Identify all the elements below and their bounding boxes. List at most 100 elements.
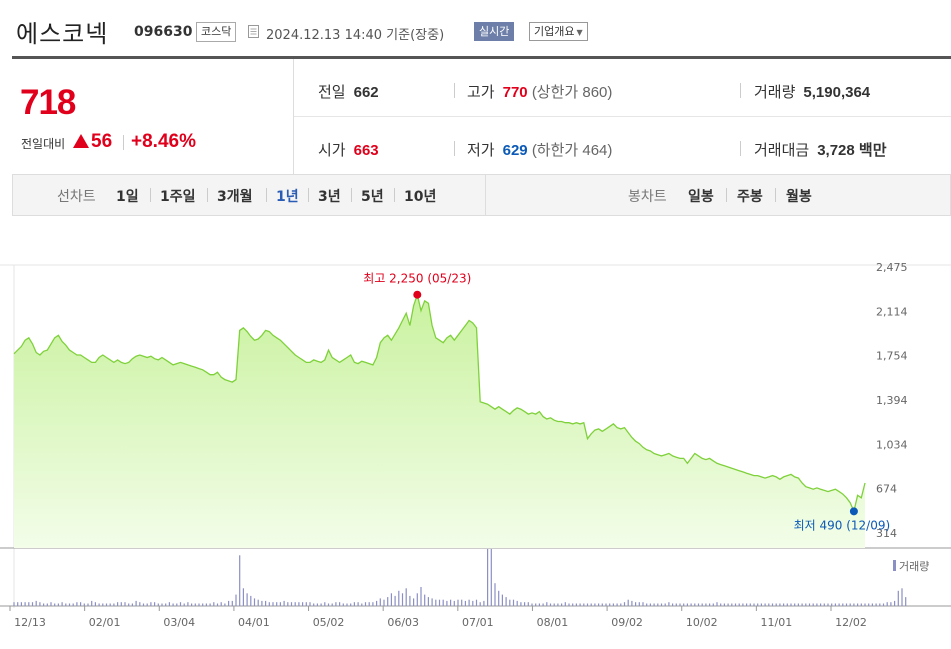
volume-bar <box>94 602 96 606</box>
volume-bar <box>72 603 74 606</box>
volume-bar <box>202 603 204 606</box>
volume-bar <box>187 602 189 606</box>
volume-bar <box>139 602 141 606</box>
volume-bar <box>57 603 59 606</box>
volume-bar <box>205 603 207 606</box>
volume-bar <box>390 593 392 606</box>
volume-bar <box>257 599 259 606</box>
divider <box>150 188 151 202</box>
volume-bar <box>649 603 651 606</box>
candle-weekly[interactable]: 주봉 <box>737 189 763 205</box>
volume-bar <box>342 603 344 606</box>
volume-bar <box>124 602 126 606</box>
period-10y[interactable]: 10년 <box>404 189 437 205</box>
volume-bar <box>416 593 418 606</box>
min-point <box>849 507 858 516</box>
volume-bar <box>117 602 119 606</box>
up-triangle-icon <box>73 134 89 148</box>
period-1w[interactable]: 1주일 <box>160 189 196 205</box>
current-price-box: 718 전일대비 56 +8.46% <box>12 59 294 174</box>
period-1d[interactable]: 1일 <box>116 189 139 205</box>
volume-bar <box>179 602 182 606</box>
volume-bar <box>146 603 148 606</box>
volume-bar <box>213 602 215 606</box>
volume-bar <box>113 603 115 606</box>
volume-bar <box>609 603 611 606</box>
volume-bar <box>716 602 718 606</box>
volume-bar <box>220 602 222 606</box>
volume-bar <box>357 602 359 606</box>
volume-bar <box>720 603 722 606</box>
volume-bar <box>561 603 563 606</box>
volume-bar <box>612 603 614 606</box>
volume-bar <box>568 603 570 606</box>
volume-bar <box>339 602 341 606</box>
y-tick-label: 674 <box>876 483 897 496</box>
volume-bar <box>457 599 459 606</box>
candle-daily[interactable]: 일봉 <box>688 189 714 205</box>
current-price: 718 <box>20 83 76 122</box>
volume-bar <box>135 600 137 606</box>
period-3y[interactable]: 3년 <box>318 189 341 205</box>
divider <box>123 135 124 150</box>
price-chart-svg: 2,475 2,114 1,754 1,394 1,034 674 314 최고 2,250 … <box>0 261 951 629</box>
volume-bar <box>61 602 63 606</box>
y-tick-label: 1,394 <box>876 394 908 407</box>
volume-bar <box>102 603 104 606</box>
volume-bar <box>668 602 670 606</box>
volume-bar <box>897 590 899 606</box>
x-tick-label: 12/13 <box>14 616 46 629</box>
volume-bar <box>501 594 503 606</box>
volume-bar <box>142 603 145 606</box>
candle-monthly[interactable]: 월봉 <box>786 189 812 205</box>
volume-bar <box>542 603 544 606</box>
y-tick-label: 1,034 <box>876 438 908 451</box>
price-chart: 2,475 2,114 1,754 1,394 1,034 674 314 최고 2,250 … <box>0 214 951 649</box>
volume-bar <box>461 599 463 606</box>
volume-bar <box>268 602 270 606</box>
volume-bar <box>805 603 807 606</box>
volume-bar <box>46 603 48 606</box>
price-line <box>13 292 866 514</box>
volume-bar <box>35 600 37 606</box>
volume-bar <box>276 602 278 606</box>
volume-bar <box>675 603 677 606</box>
realtime-button[interactable]: 실시간 <box>474 22 515 41</box>
volume-bar <box>364 602 367 606</box>
volume-bar <box>498 590 500 606</box>
prev-close-label: 전일 <box>318 84 346 101</box>
chevron-down-icon: ▼ <box>576 28 583 37</box>
price-area <box>14 294 865 548</box>
volume-bar <box>723 603 725 606</box>
volume-bar <box>472 600 474 606</box>
volume-bar <box>394 595 396 606</box>
volume-bar <box>516 600 518 606</box>
company-overview-button[interactable]: 기업개요 ▼ <box>529 22 588 41</box>
period-1y[interactable]: 1년 <box>276 189 299 205</box>
volume-bar <box>812 603 814 606</box>
volume-bar <box>590 603 592 606</box>
volume-bar <box>83 603 85 606</box>
high-value: 770 <box>502 84 528 101</box>
volume-bar <box>794 603 796 606</box>
period-3m[interactable]: 3개월 <box>217 189 253 205</box>
divider <box>351 188 352 202</box>
volume-label: 거래량 <box>754 84 796 101</box>
divider <box>726 188 727 202</box>
volume-bar <box>31 602 34 606</box>
volume-bar <box>80 602 82 606</box>
divider <box>454 141 455 156</box>
document-icon <box>248 25 259 38</box>
volume-bar <box>464 600 466 606</box>
volume-bar <box>424 594 426 606</box>
volume-bar <box>768 603 770 606</box>
volume-bar <box>161 603 163 606</box>
low-price: 저가 629 (하한가 464) <box>467 139 612 160</box>
volume-bar <box>760 603 762 606</box>
y-tick-label: 1,754 <box>876 350 908 363</box>
volume-bar <box>638 602 640 606</box>
period-5y[interactable]: 5년 <box>361 189 384 205</box>
volume-bar <box>882 603 885 606</box>
x-tick-label: 04/01 <box>238 616 270 629</box>
volume-bar <box>298 602 300 606</box>
